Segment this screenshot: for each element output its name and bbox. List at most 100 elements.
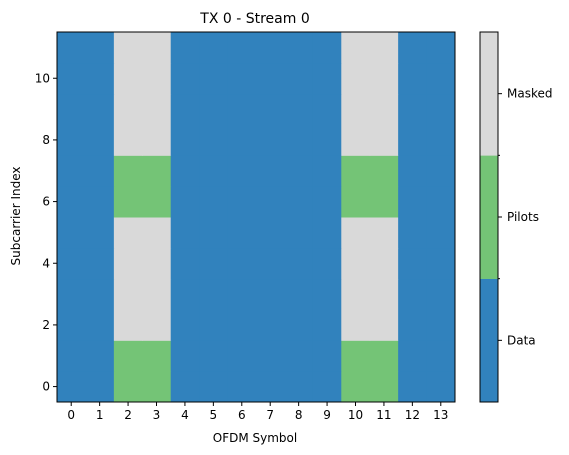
heatmap-cell <box>227 371 257 403</box>
heatmap-cell <box>312 93 342 125</box>
heatmap-cell <box>170 278 200 310</box>
heatmap-cell <box>170 371 200 403</box>
heatmap-cell <box>284 340 314 372</box>
x-tick-label: 6 <box>238 408 246 422</box>
x-tick-label: 2 <box>124 408 132 422</box>
heatmap-cell <box>142 309 172 341</box>
heatmap-cell <box>369 186 399 218</box>
heatmap-cell <box>256 371 285 403</box>
heatmap-cell <box>341 309 371 341</box>
heatmap-cell <box>312 155 342 187</box>
heatmap-cell <box>341 340 371 372</box>
heatmap-cell <box>398 93 428 125</box>
heatmap-cell <box>57 247 86 280</box>
heatmap-cell <box>256 278 285 310</box>
heatmap-cell <box>142 340 172 372</box>
y-axis-ticks: 0 2 4 6 8 10 <box>35 71 57 394</box>
heatmap-cell <box>426 62 456 95</box>
heatmap-cell <box>57 124 86 156</box>
heatmap-cell <box>227 217 257 249</box>
heatmap-cell <box>199 247 229 280</box>
heatmap-cell <box>398 124 428 156</box>
heatmap-cell <box>284 186 314 218</box>
heatmap-cell <box>398 217 428 249</box>
heatmap-cell <box>170 340 200 372</box>
x-axis-ticks: 0 1 2 3 4 5 6 7 8 9 10 11 12 13 <box>67 402 448 422</box>
heatmap-cell <box>142 32 172 64</box>
heatmap-cell <box>113 371 143 403</box>
heatmap-cell <box>113 62 143 95</box>
heatmap-cell <box>85 217 115 249</box>
y-tick-label: 0 <box>42 380 50 394</box>
y-tick-label: 10 <box>35 71 50 85</box>
heatmap-cell <box>341 247 371 280</box>
heatmap-cell <box>227 247 257 280</box>
heatmap-cell <box>426 340 456 372</box>
heatmap-cell <box>341 124 371 156</box>
heatmap-cell <box>284 371 314 403</box>
heatmap-cell <box>312 371 342 403</box>
heatmap-cell <box>312 247 342 280</box>
x-tick-label: 13 <box>433 408 448 422</box>
y-tick-label: 4 <box>42 256 50 270</box>
heatmap-cell <box>227 186 257 218</box>
heatmap-cell <box>398 371 428 403</box>
y-tick-label: 6 <box>42 195 50 209</box>
heatmap-cell <box>426 309 456 341</box>
heatmap-cell <box>369 62 399 95</box>
colorbar-segment <box>480 278 498 403</box>
heatmap-cell <box>199 124 229 156</box>
heatmap-cell <box>113 32 143 64</box>
heatmap-cell <box>341 62 371 95</box>
heatmap-cell <box>170 93 200 125</box>
y-axis-label: Subcarrier Index <box>9 167 23 266</box>
x-tick-label: 0 <box>67 408 75 422</box>
x-tick-label: 11 <box>376 408 391 422</box>
heatmap-cell <box>341 371 371 403</box>
heatmap-cell <box>426 217 456 249</box>
heatmap-cell <box>398 155 428 187</box>
heatmap-cell <box>341 93 371 125</box>
heatmap-cell <box>312 278 342 310</box>
heatmap-cell <box>170 247 200 280</box>
heatmap-cell <box>199 155 229 187</box>
y-tick-label: 8 <box>42 133 50 147</box>
heatmap-cell <box>256 309 285 341</box>
heatmap-cell <box>85 93 115 125</box>
heatmap-cell <box>227 309 257 341</box>
heatmap-cell <box>426 32 456 64</box>
heatmap-cell <box>170 186 200 218</box>
heatmap-cell <box>113 124 143 156</box>
heatmap-cell <box>341 32 371 64</box>
heatmap-cell <box>199 93 229 125</box>
heatmap-cell <box>369 217 399 249</box>
heatmap-cell <box>57 155 86 187</box>
heatmap-cell <box>426 371 456 403</box>
heatmap-cell <box>85 124 115 156</box>
heatmap-cell <box>284 217 314 249</box>
heatmap-cell <box>227 340 257 372</box>
heatmap-cell <box>57 371 86 403</box>
heatmap-cell <box>85 340 115 372</box>
heatmap-cell <box>284 155 314 187</box>
heatmap-cell <box>113 93 143 125</box>
heatmap-cell <box>284 124 314 156</box>
heatmap-cell <box>227 62 257 95</box>
heatmap-cell <box>398 309 428 341</box>
heatmap-cell <box>256 247 285 280</box>
heatmap-cell <box>341 278 371 310</box>
heatmap-cell <box>199 62 229 95</box>
heatmap-cell <box>284 32 314 64</box>
x-tick-label: 12 <box>405 408 420 422</box>
heatmap-cell <box>426 247 456 280</box>
heatmap-cell <box>85 155 115 187</box>
heatmap-cell <box>57 340 86 372</box>
heatmap-cell <box>57 278 86 310</box>
heatmap-cell <box>57 62 86 95</box>
heatmap-cell <box>85 186 115 218</box>
x-axis-label: OFDM Symbol <box>213 431 297 445</box>
heatmap-cell <box>369 155 399 187</box>
heatmap-cell <box>227 93 257 125</box>
colorbar-tick-label: Pilots <box>507 210 539 224</box>
heatmap-cell <box>142 186 172 218</box>
